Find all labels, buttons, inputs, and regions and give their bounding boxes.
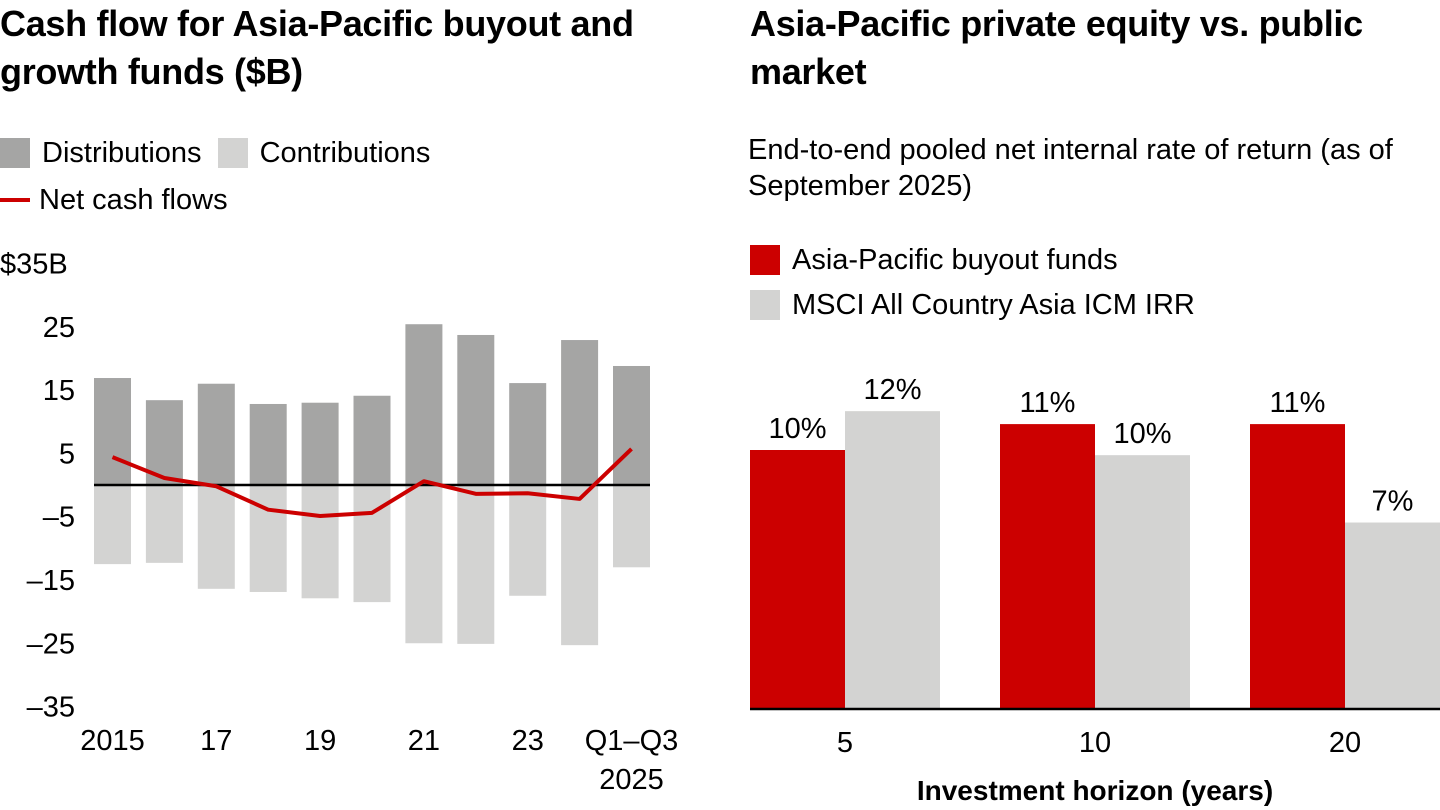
y-tick-label: –25 <box>27 628 75 660</box>
contributions-bar <box>613 485 650 568</box>
distributions-bar <box>249 403 287 485</box>
y-tick-label: –35 <box>27 692 75 724</box>
bar-value-label: 12% <box>863 374 921 406</box>
distributions-legend-swatch <box>0 138 30 168</box>
contributions-bar <box>561 485 599 646</box>
contributions-legend-swatch <box>217 138 248 168</box>
buyout-bar <box>750 450 845 709</box>
msci-legend-swatch <box>750 290 780 320</box>
y-tick-label: 15 <box>43 375 75 407</box>
contributions-bar <box>145 485 183 563</box>
y-tick-label: –15 <box>27 565 75 597</box>
distributions-bar <box>613 365 650 485</box>
distributions-legend-label: Distributions <box>42 137 202 169</box>
distributions-bar <box>457 334 495 485</box>
distributions-bar <box>94 378 131 485</box>
x-tick-label: 17 <box>200 725 232 757</box>
buyout-bar <box>1000 424 1095 709</box>
y-tick-label: $35B <box>0 248 68 280</box>
y-tick-label: 5 <box>59 438 75 470</box>
distributions-bar <box>197 383 235 485</box>
contributions-bar <box>509 485 547 596</box>
x-tick-label: 5 <box>837 727 853 759</box>
bar-value-label: 7% <box>1372 486 1414 518</box>
x-tick-label: 20 <box>1329 727 1361 759</box>
bar-value-label: 11% <box>1270 387 1326 419</box>
msci-bar <box>845 411 940 709</box>
net-cash-flows-legend-label: Net cash flows <box>39 184 228 216</box>
net-cash-flows-legend: Net cash flows <box>0 183 228 217</box>
buyout-bar <box>1250 424 1345 709</box>
x-tick-label: 21 <box>408 725 440 757</box>
cash-flow-legend: Distributions Contributions <box>0 136 430 170</box>
x-tick-label: 2015 <box>80 725 145 757</box>
contributions-bar <box>197 485 235 589</box>
buyout-legend-label: Asia-Pacific buyout funds <box>792 244 1118 276</box>
contributions-bar <box>457 485 495 644</box>
distributions-bar <box>561 340 599 485</box>
contributions-bar <box>94 485 131 565</box>
distributions-bar <box>301 402 339 485</box>
contributions-legend-label: Contributions <box>259 137 431 169</box>
x-tick-label: 2025 <box>599 764 664 796</box>
x-tick-label: 10 <box>1079 727 1111 759</box>
msci-bar <box>1345 522 1440 709</box>
buyout-legend: Asia-Pacific buyout funds <box>750 243 1118 277</box>
x-tick-label: 23 <box>512 725 544 757</box>
buyout-legend-swatch <box>750 245 780 275</box>
x-axis-title: Investment horizon (years) <box>917 775 1273 806</box>
distributions-bar <box>353 395 391 485</box>
bar-value-label: 11% <box>1020 387 1076 419</box>
y-tick-label: –5 <box>43 502 75 534</box>
y-tick-label: 25 <box>43 312 75 344</box>
pe-vs-public-subtitle: End-to-end pooled net internal rate of r… <box>748 134 1393 202</box>
bar-value-label: 10% <box>768 413 826 445</box>
bar-value-label: 10% <box>1113 418 1171 450</box>
msci-legend-label: MSCI All Country Asia ICM IRR <box>792 289 1195 321</box>
contributions-bar <box>405 485 443 644</box>
x-tick-label: Q1–Q3 <box>585 725 679 757</box>
x-tick-label: 19 <box>304 725 336 757</box>
cash-flow-chart-title: Cash flow for Asia-Pacific buyout and gr… <box>0 3 634 92</box>
pe-vs-public-chart-title: Asia-Pacific private equity vs. public m… <box>750 3 1363 92</box>
contributions-bar <box>301 485 339 599</box>
msci-legend: MSCI All Country Asia ICM IRR <box>750 288 1195 322</box>
distributions-bar <box>509 383 547 485</box>
distributions-bar <box>145 400 183 485</box>
net-cash-flows-legend-swatch <box>0 198 30 202</box>
msci-bar <box>1095 455 1190 709</box>
distributions-bar <box>405 324 443 485</box>
